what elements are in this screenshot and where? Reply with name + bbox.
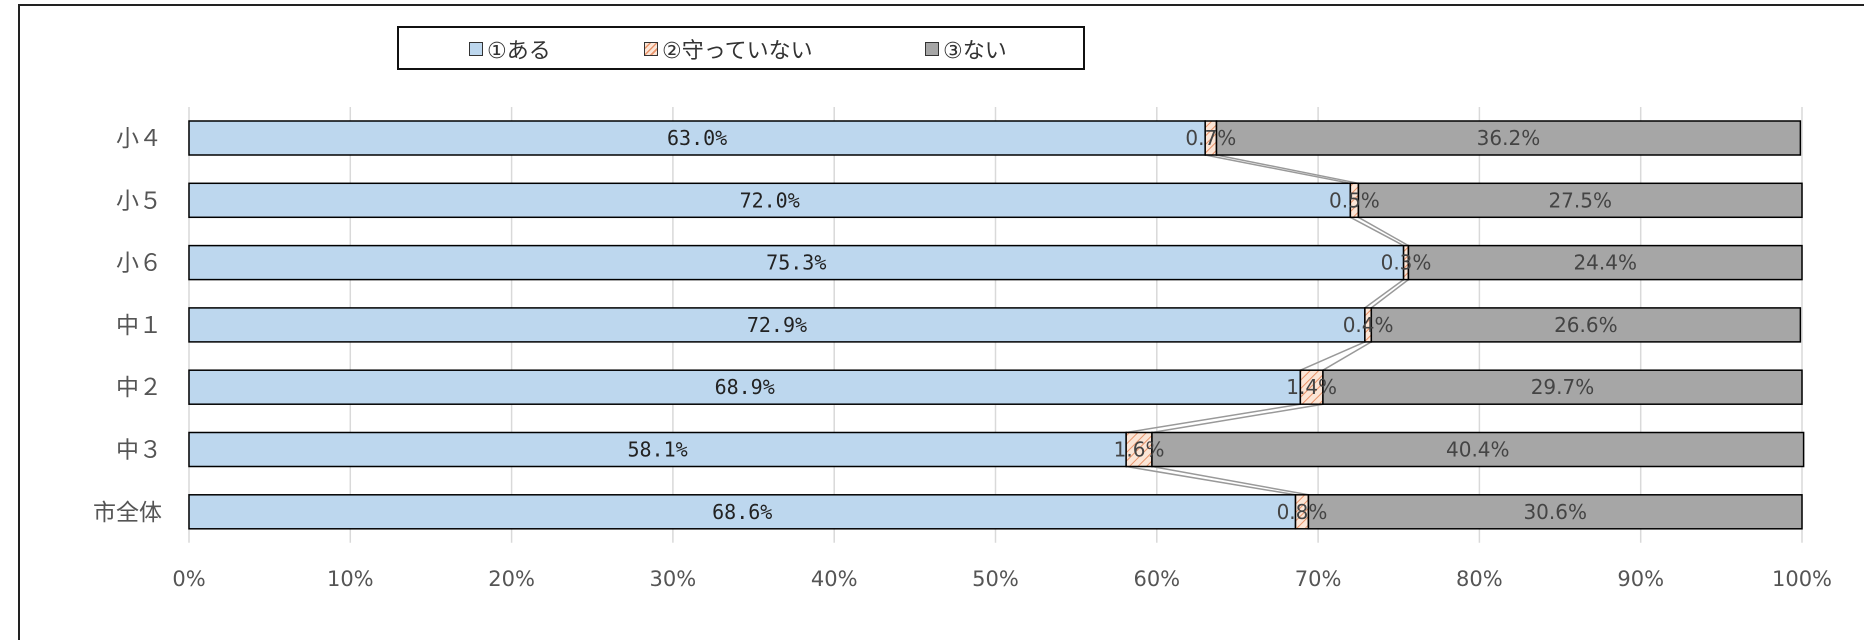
series-lines: [1126, 154, 1409, 496]
x-tick-label: 90%: [1617, 567, 1664, 591]
data-label: 0.7%: [1185, 126, 1236, 150]
category-label: 中２: [116, 375, 162, 401]
series-line: [1151, 403, 1324, 434]
data-label: 24.4%: [1573, 251, 1637, 275]
legend: ①ある ②守っていない ③ない: [397, 26, 1085, 70]
data-label: 36.2%: [1477, 126, 1541, 150]
bars: [188, 120, 1805, 530]
data-label: 1.6%: [1114, 438, 1165, 462]
data-label: 72.9%: [747, 313, 807, 337]
series-line: [1370, 279, 1409, 309]
x-tick-label: 50%: [972, 567, 1019, 591]
series-line: [1322, 341, 1372, 371]
x-tick-label: 0%: [172, 567, 205, 591]
legend-item-aru: ①ある: [469, 35, 551, 64]
x-tick-label: 30%: [650, 567, 697, 591]
data-label: 40.4%: [1446, 438, 1510, 462]
series-line: [1216, 154, 1359, 185]
series-line: [1364, 278, 1405, 309]
x-tick-label: 60%: [1133, 567, 1180, 591]
bar-segment: [188, 369, 1302, 405]
legend-label-nai: ③ない: [943, 39, 1007, 64]
data-label: 72.0%: [740, 188, 800, 212]
x-tick-label: 20%: [488, 567, 535, 591]
legend-label-aru: ①ある: [487, 39, 551, 64]
axes: 0% 10% 20% 30% 40% 50% 60% 70% 80% 90% 100% 小４ 小５ 小６ 中…: [93, 126, 1832, 591]
bar-segment: [1307, 494, 1803, 530]
x-tick-label: 100%: [1772, 567, 1832, 591]
series-line: [1358, 216, 1409, 247]
category-label: 中３: [116, 438, 162, 464]
category-label: 小６: [116, 251, 162, 277]
legend-item-nai: ③ない: [925, 35, 1007, 64]
category-label: 中１: [116, 313, 162, 339]
bar-segment: [188, 494, 1297, 530]
series-line: [1126, 403, 1301, 434]
data-labels: 63.0% 0.7% 36.2% 72.0% 0.5% 27.5% 75.3% 0.3% 24.…: [627, 126, 1637, 524]
legend-label-mamottenai: ②守っていない: [662, 39, 813, 64]
bar-segment: [1357, 182, 1803, 219]
bar-segment: [188, 307, 1366, 343]
category-label: 小４: [116, 126, 162, 152]
bar-segment: [1322, 369, 1803, 405]
category-label: 市全体: [93, 500, 162, 526]
x-tick-label: 40%: [811, 567, 858, 591]
series-line: [1205, 154, 1351, 185]
bar-segment: [188, 182, 1352, 219]
data-label: 68.9%: [715, 375, 775, 399]
data-label: 0.8%: [1277, 500, 1328, 524]
bar-segment: [1370, 307, 1802, 343]
legend-item-mamottenai: ②守っていない: [644, 35, 813, 64]
legend-swatch-mamottenai: [644, 42, 658, 56]
bar-segment: [1407, 244, 1803, 281]
category-label: 小５: [116, 188, 162, 214]
x-tick-label: 70%: [1295, 567, 1342, 591]
series-line: [1151, 465, 1309, 496]
bar-segment: [1215, 120, 1802, 156]
bar-segment: [188, 431, 1127, 468]
data-label: 75.3%: [766, 251, 826, 275]
legend-swatch-aru: [469, 42, 483, 56]
data-label: 0.3%: [1381, 251, 1432, 275]
series-line: [1300, 341, 1366, 371]
x-tick-label: 10%: [327, 567, 374, 591]
data-label: 29.7%: [1531, 375, 1595, 399]
data-label: 26.6%: [1554, 313, 1618, 337]
data-label: 1.4%: [1286, 375, 1337, 399]
bar-segment: [1151, 431, 1805, 468]
series-line: [1350, 216, 1404, 247]
data-label: 58.1%: [627, 438, 687, 462]
bar-segment: [1125, 431, 1153, 468]
data-label: 0.5%: [1329, 188, 1380, 212]
x-tick-label: 80%: [1456, 567, 1503, 591]
series-line: [1126, 465, 1296, 496]
data-label: 63.0%: [667, 126, 727, 150]
data-label: 30.6%: [1523, 500, 1587, 524]
legend-swatch-nai: [925, 42, 939, 56]
chart-frame: [18, 4, 1864, 640]
data-label: 27.5%: [1548, 188, 1612, 212]
data-label: 68.6%: [712, 500, 772, 524]
data-label: 0.4%: [1343, 313, 1394, 337]
